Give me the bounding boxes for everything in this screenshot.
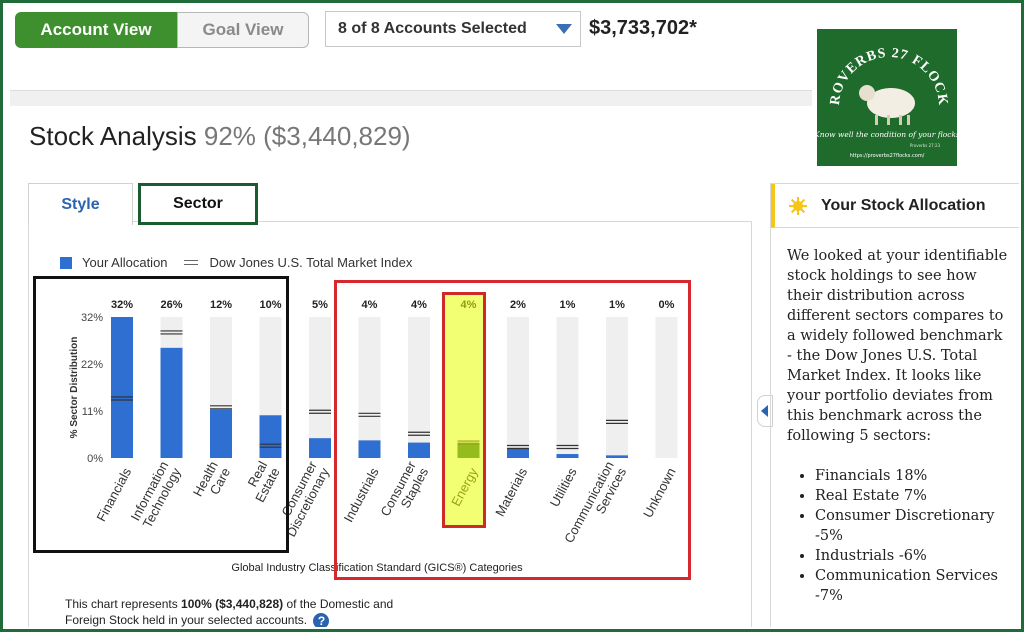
side-panel-body: We looked at your identifiable stock hol…: [771, 228, 1019, 606]
data-label: 32%: [111, 299, 133, 311]
data-label: 1%: [609, 299, 625, 311]
data-label: 4%: [411, 299, 427, 311]
view-toggle: Account View Goal View: [15, 12, 309, 48]
account-view-button[interactable]: Account View: [15, 12, 177, 48]
allocation-bar: [160, 347, 183, 458]
underweight-annotation-box: [334, 280, 691, 580]
data-label: 0%: [659, 299, 675, 311]
goal-view-button[interactable]: Goal View: [177, 12, 309, 48]
side-panel-header: Your Stock Allocation: [771, 184, 1019, 228]
y-axis-label: % Sector Distribution: [69, 337, 80, 439]
tab-style[interactable]: Style: [28, 183, 133, 225]
chart-legend: Your Allocation Dow Jones U.S. Total Mar…: [60, 255, 412, 270]
chevron-down-icon: [556, 24, 572, 34]
help-icon[interactable]: ?: [313, 612, 330, 627]
y-tick-label: 22%: [81, 359, 103, 371]
footnote-pre: This chart represents: [65, 597, 182, 611]
page-title: Stock Analysis 92% ($3,440,829): [29, 121, 411, 152]
bar-background: [606, 317, 628, 458]
energy-highlight: [442, 292, 486, 528]
list-item: Real Estate 7%: [815, 486, 1009, 506]
proverbs-27-flocks-logo: PROVERBS 27 FLOCKS Know well the conditi…: [817, 29, 957, 166]
side-panel-title: Your Stock Allocation: [821, 196, 986, 214]
side-panel-text: We looked at your identifiable stock hol…: [787, 248, 1008, 444]
allocation-bar: [358, 440, 381, 458]
y-tick-label: 32%: [81, 312, 103, 324]
bar-background: [507, 317, 529, 458]
data-label: 1%: [560, 299, 576, 311]
page-title-value: 92% ($3,440,829): [203, 121, 411, 151]
data-label: 12%: [210, 299, 232, 311]
chart-footnote: This chart represents 100% ($3,440,828) …: [65, 596, 425, 627]
bar-background: [556, 317, 579, 458]
footnote-bold: 100% ($3,440,828): [181, 597, 284, 611]
data-label: 5%: [312, 299, 328, 311]
footnote-post: of the Domestic and Foreign Stock held i…: [65, 597, 394, 627]
stock-allocation-panel: Your Stock Allocation We looked at your …: [770, 183, 1019, 627]
x-axis-label: Global Industry Classification Standard …: [231, 562, 523, 574]
collapse-panel-button[interactable]: [757, 395, 773, 427]
legend-benchmark: Dow Jones U.S. Total Market Index: [209, 255, 413, 270]
allocation-bar: [556, 454, 579, 458]
allocation-swatch: [60, 256, 72, 269]
bar-background: [358, 317, 381, 458]
allocation-bar: [111, 317, 133, 458]
list-item: Communication Services -7%: [815, 566, 1009, 606]
accounts-dropdown[interactable]: 8 of 8 Accounts Selected: [325, 11, 581, 47]
app-frame: Account View Goal View 8 of 8 Accounts S…: [3, 3, 1021, 629]
data-label: 26%: [160, 299, 182, 311]
chart-panel: [28, 221, 752, 627]
allocation-bar: [309, 438, 331, 458]
allocation-bar: [408, 442, 430, 458]
data-label: 4%: [362, 299, 378, 311]
y-tick-label: 11%: [82, 406, 103, 418]
allocation-bar: [507, 447, 529, 458]
bar-background: [408, 317, 430, 458]
lightbulb-icon: [789, 196, 807, 215]
list-item: Financials 18%: [815, 466, 1009, 486]
bar-background: [655, 317, 678, 458]
legend-allocation: Your Allocation: [82, 255, 168, 270]
logo-tagline: Know well the condition of your flocks: [817, 130, 957, 139]
deviation-list: Financials 18% Real Estate 7% Consumer D…: [787, 466, 1009, 606]
accounts-dropdown-label: 8 of 8 Accounts Selected: [338, 20, 527, 37]
overweight-annotation-box: [33, 276, 289, 553]
data-label: 10%: [259, 299, 281, 311]
logo-ref: Proverbs 27:23: [910, 143, 941, 148]
header-divider: [10, 90, 812, 106]
logo-url: https://proverbs27flocks.com/: [850, 153, 925, 159]
y-tick-label: 0%: [87, 453, 103, 465]
list-item: Industrials -6%: [815, 546, 1009, 566]
allocation-bar: [210, 409, 232, 458]
benchmark-swatch: [183, 260, 198, 265]
tab-sector[interactable]: Sector: [138, 183, 258, 225]
allocation-bar: [606, 455, 628, 458]
bar-background: [309, 317, 331, 458]
list-item: Consumer Discretionary -5%: [815, 506, 1009, 546]
total-balance: $3,733,702*: [589, 17, 697, 39]
page-title-text: Stock Analysis: [29, 121, 197, 151]
data-label: 2%: [510, 299, 526, 311]
